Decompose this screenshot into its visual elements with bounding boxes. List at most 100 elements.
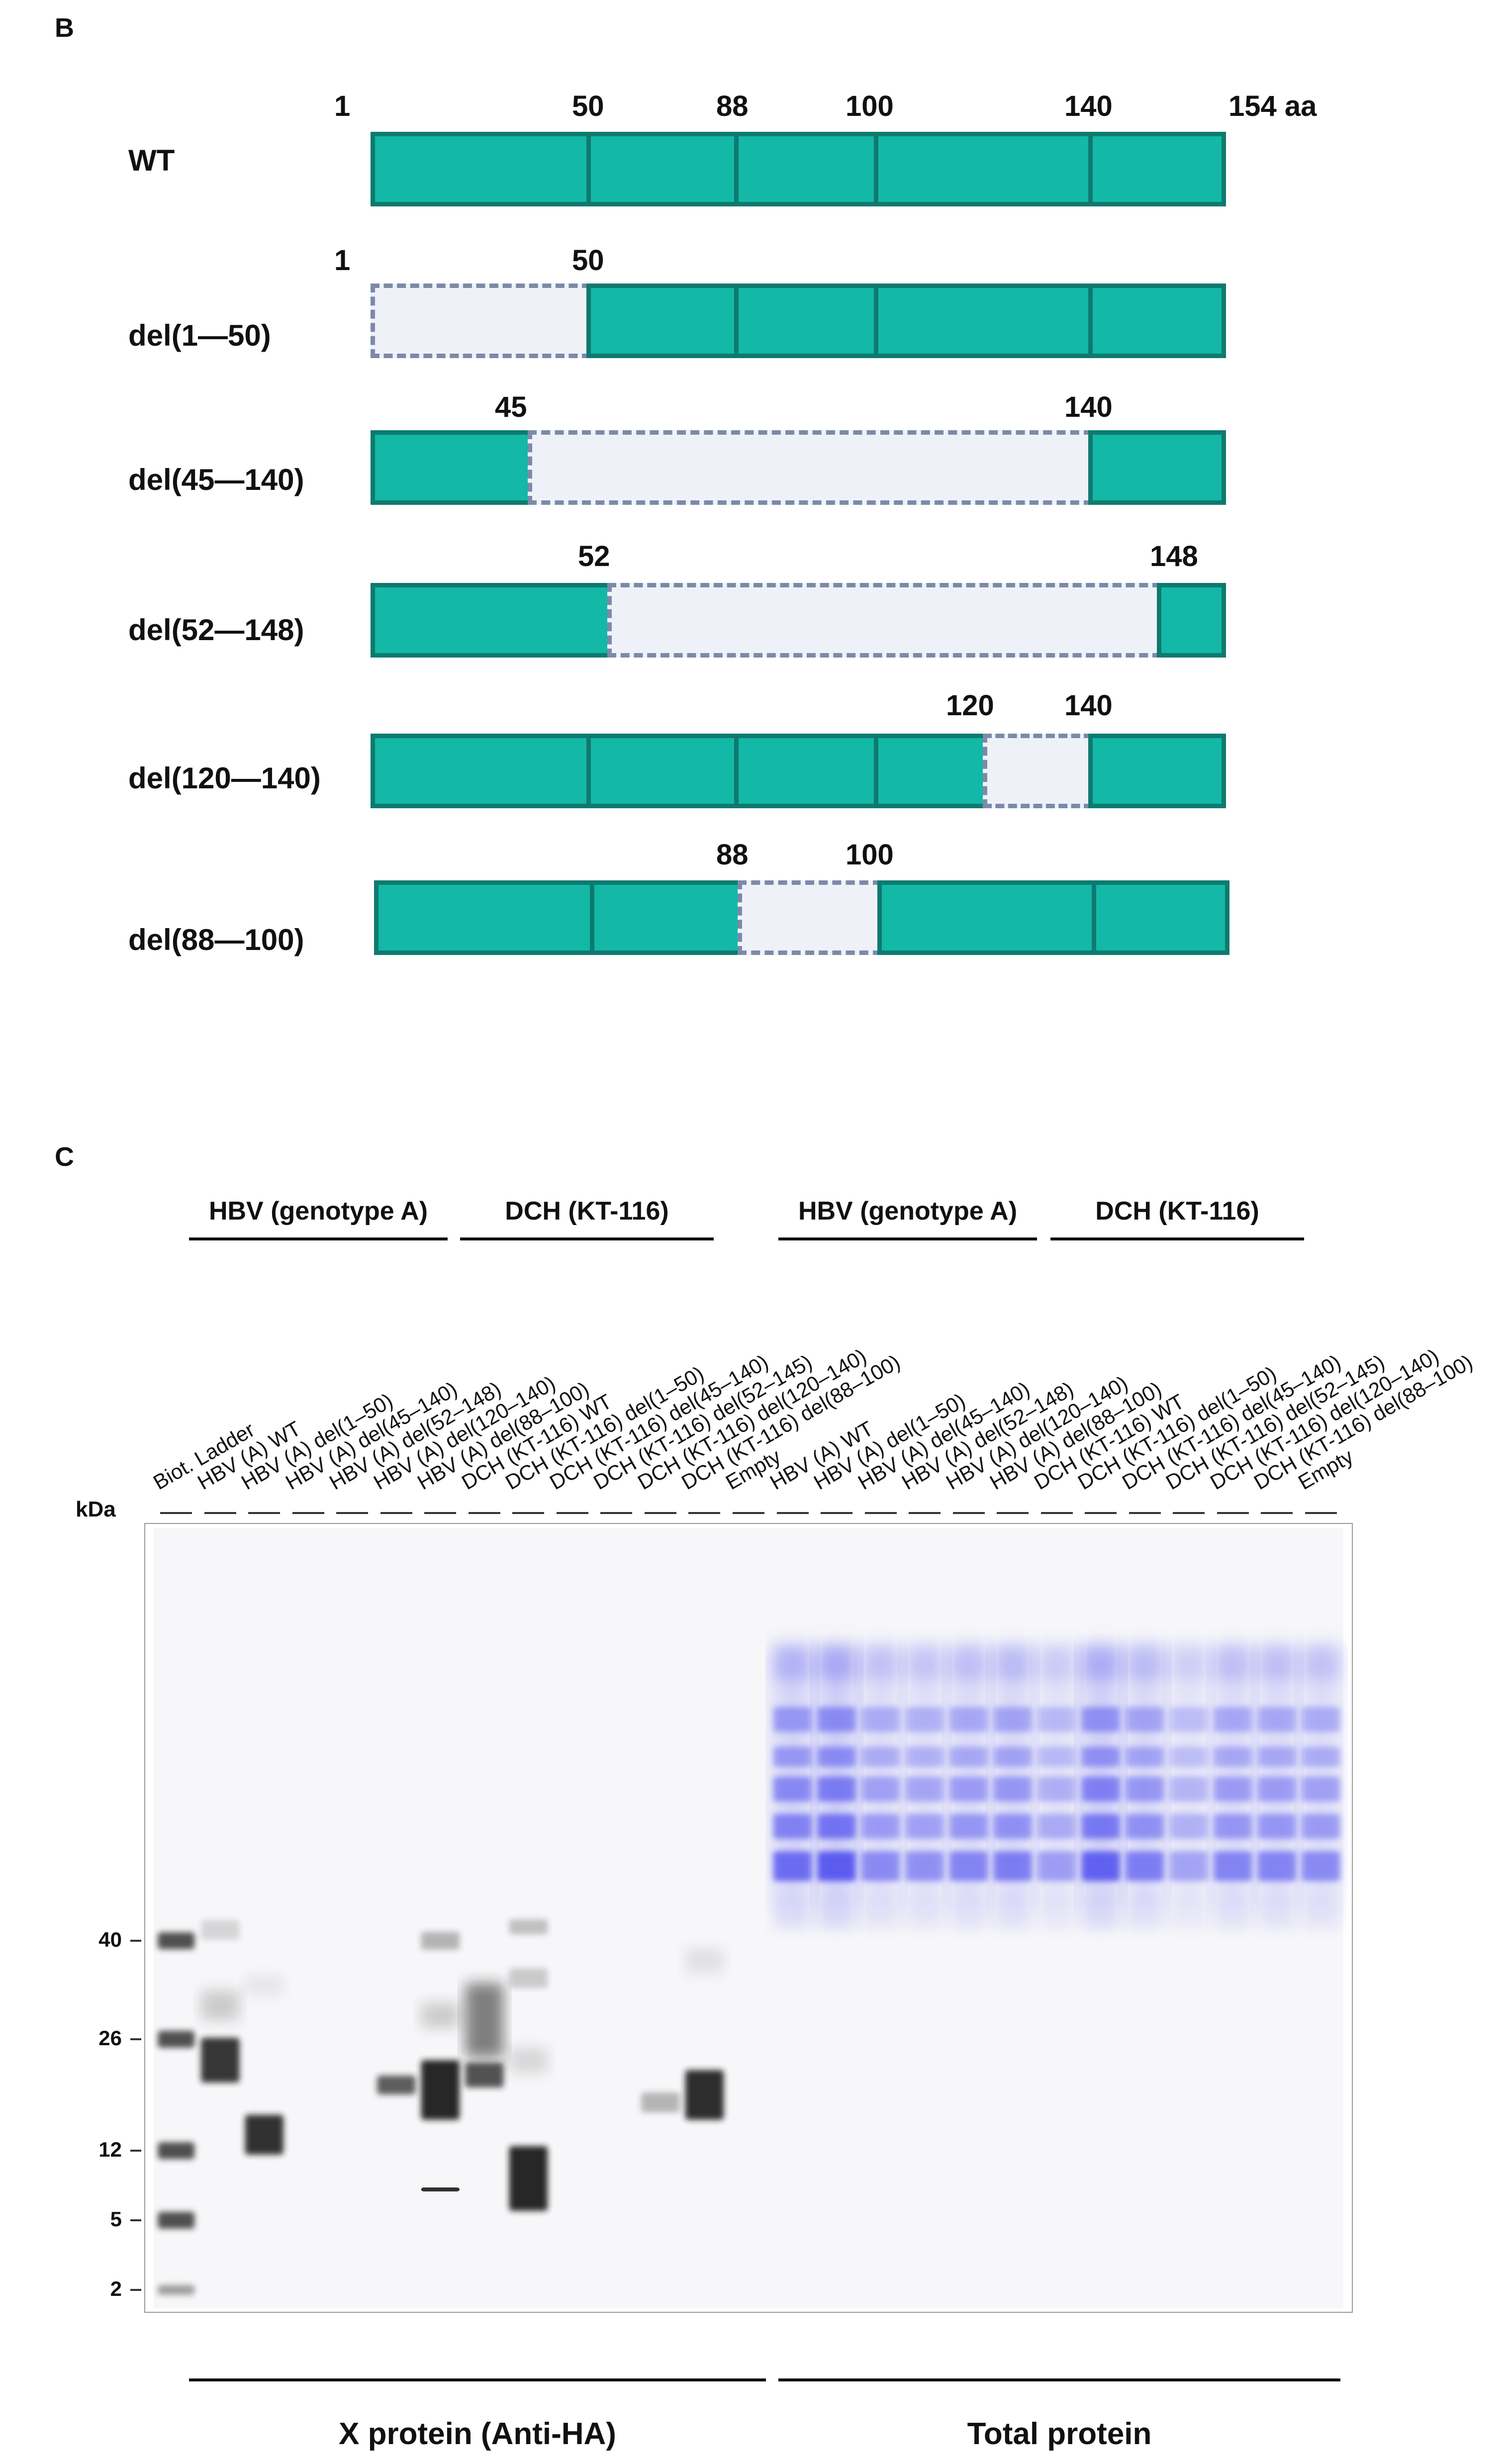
- lane-underline: [1129, 1512, 1161, 1514]
- lane-12: [638, 1528, 683, 2308]
- group-hbv-2: HBV (genotype A): [798, 1197, 1018, 1226]
- del2-seg: [1088, 430, 1226, 505]
- group-line-1: [189, 1237, 448, 1240]
- blue-band: [1169, 1707, 1208, 1732]
- gel-lanes: [154, 1528, 1343, 2308]
- blue-band: [993, 1777, 1032, 1801]
- blue-band: [1214, 1645, 1252, 1680]
- del4-bar: [371, 734, 1226, 808]
- lane-7: [418, 1528, 463, 2308]
- lane-underline: [1040, 1512, 1073, 1514]
- blue-band: [993, 1707, 1032, 1732]
- del2-bar: [371, 430, 1226, 505]
- blue-band: [1302, 1777, 1340, 1801]
- blue-tail: [1081, 1894, 1120, 1928]
- blue-band-main: [861, 1851, 900, 1881]
- ladder-tick-mark: [130, 2038, 141, 2040]
- wt-seg-1-50: [371, 132, 591, 206]
- lane-underline: [160, 1512, 192, 1514]
- lane-underline: [644, 1512, 676, 1514]
- lane-underline: [688, 1512, 721, 1514]
- del1-gap: [371, 284, 591, 358]
- group-dch-1: DCH (KT-116): [505, 1197, 669, 1226]
- blue-band: [861, 1747, 900, 1767]
- lane-underline: [1217, 1512, 1249, 1514]
- ladder-tick-12: 12: [98, 2138, 122, 2161]
- band-main: [509, 2146, 548, 2211]
- blue-band: [1081, 1777, 1120, 1801]
- blue-band: [949, 1747, 988, 1767]
- lane-underline: [380, 1512, 412, 1514]
- lane-underline: [1305, 1512, 1337, 1514]
- blue-band: [773, 1777, 812, 1801]
- del2-mark-a: 45: [495, 391, 527, 423]
- lane-underline: [512, 1512, 545, 1514]
- band-thin: [421, 2187, 460, 2191]
- band: [201, 1990, 240, 2020]
- blue-band: [1257, 1645, 1296, 1680]
- blue-band: [949, 1645, 988, 1680]
- blue-band: [993, 1747, 1032, 1767]
- del5-seg: [374, 880, 594, 955]
- band-main: [201, 2038, 240, 2083]
- blue-tail: [1302, 1894, 1340, 1928]
- blue-band: [1037, 1814, 1076, 1839]
- blue-band: [1257, 1747, 1296, 1767]
- del3-mark-a: 52: [578, 540, 610, 572]
- blue-band: [905, 1645, 944, 1680]
- blue-band: [993, 1814, 1032, 1839]
- lane-10: [550, 1528, 595, 2308]
- del3-seg: [1157, 583, 1226, 658]
- del5-mark-b: 100: [846, 839, 894, 871]
- del5-mark-a: 88: [716, 839, 749, 871]
- blue-band: [905, 1814, 944, 1839]
- band: [421, 1932, 460, 1950]
- ladder-tick-mark: [130, 2219, 141, 2221]
- ladder-tick-26: 26: [98, 2026, 122, 2050]
- blue-band: [861, 1707, 900, 1732]
- del1-mark-b: 50: [572, 244, 604, 277]
- del4-seg: [734, 734, 878, 808]
- kda-label: kDa: [76, 1497, 116, 1521]
- blue-band: [817, 1707, 856, 1732]
- lane-1: [154, 1528, 199, 2308]
- blue-band: [817, 1777, 856, 1801]
- lane-underline: [864, 1512, 897, 1514]
- band: [685, 1948, 724, 1973]
- band: [465, 1983, 504, 2058]
- bottom-line-1: [189, 2378, 766, 2381]
- del1-bar: [371, 284, 1226, 358]
- group-hbv-1: HBV (genotype A): [208, 1197, 428, 1226]
- blue-band: [773, 1814, 812, 1839]
- del4-seg: [586, 734, 739, 808]
- band-main: [377, 2076, 416, 2094]
- del4-mark-a: 120: [946, 689, 994, 722]
- blue-band: [1169, 1645, 1208, 1680]
- del1-seg: [586, 284, 739, 358]
- blue-band: [949, 1814, 988, 1839]
- del4-gap: [983, 734, 1093, 808]
- blue-band-main: [1037, 1851, 1076, 1881]
- blue-tail: [949, 1894, 988, 1928]
- del3-gap: [607, 583, 1161, 658]
- group-dch-2: DCH (KT-116): [1095, 1197, 1259, 1226]
- lane-underline: [248, 1512, 281, 1514]
- wt-mark-100: 100: [846, 90, 894, 122]
- blue-tail: [1125, 1894, 1164, 1928]
- lane-14: [726, 1528, 771, 2308]
- del4-seg: [371, 734, 591, 808]
- bottom-line-2: [778, 2378, 1340, 2381]
- blue-band: [1257, 1777, 1296, 1801]
- band-main: [245, 2115, 283, 2155]
- blue-band: [817, 1747, 856, 1767]
- del5-label: del(88—100): [128, 923, 304, 956]
- wt-bar: [371, 132, 1226, 206]
- del2-seg: [371, 430, 532, 505]
- blue-tail: [993, 1894, 1032, 1928]
- blue-band: [949, 1707, 988, 1732]
- ladder-tick-mark: [130, 2289, 141, 2291]
- del3-bar: [371, 583, 1226, 658]
- blue-band-main: [949, 1851, 988, 1881]
- ladder-band-5: [158, 2212, 195, 2229]
- band-main: [421, 2060, 460, 2120]
